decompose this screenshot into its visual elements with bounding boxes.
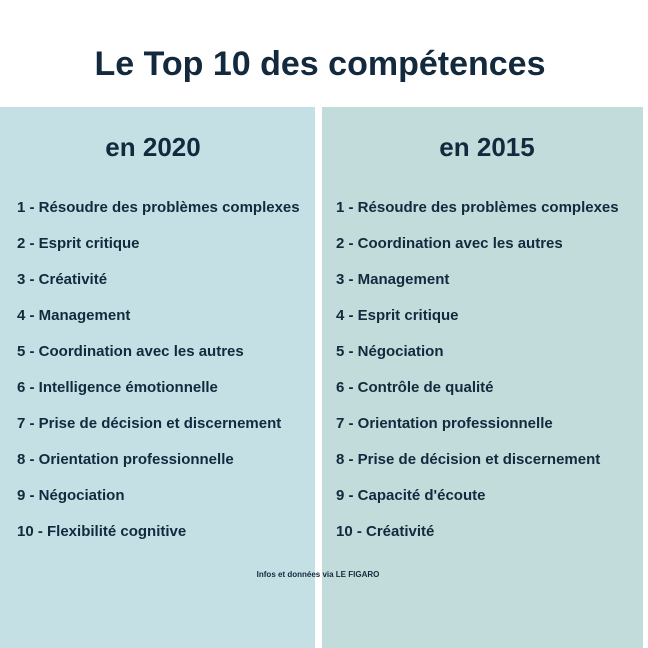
list-item: 5 - Coordination avec les autres: [17, 343, 244, 360]
list-item: 2 - Esprit critique: [17, 235, 140, 252]
column-2020-panel: en 2020 1 - Résoudre des problèmes compl…: [0, 107, 315, 648]
list-item: 1 - Résoudre des problèmes complexes: [17, 199, 300, 216]
column-2015-list: 1 - Résoudre des problèmes complexes 2 -…: [336, 196, 619, 556]
list-item: 10 - Flexibilité cognitive: [17, 523, 187, 540]
list-item: 2 - Coordination avec les autres: [336, 235, 563, 252]
list-item: 9 - Négociation: [17, 487, 125, 504]
column-2020-heading: en 2020: [105, 132, 201, 162]
column-2020-list: 1 - Résoudre des problèmes complexes 2 -…: [17, 196, 300, 556]
list-item: 5 - Négociation: [336, 343, 444, 360]
list-item: 8 - Orientation professionnelle: [17, 451, 234, 468]
list-item: 6 - Intelligence émotionnelle: [17, 379, 218, 396]
list-item: 3 - Management: [336, 271, 450, 288]
list-item: 10 - Créativité: [336, 523, 435, 540]
source-credit: Infos et données via LE FIGARO: [256, 570, 380, 579]
list-item: 4 - Management: [17, 307, 131, 324]
column-2015-heading: en 2015: [439, 132, 535, 162]
list-item: 4 - Esprit critique: [336, 307, 459, 324]
page-title: Le Top 10 des compétences: [94, 45, 546, 83]
list-item: 6 - Contrôle de qualité: [336, 379, 494, 396]
list-item: 8 - Prise de décision et discernement: [336, 451, 601, 468]
list-item: 7 - Prise de décision et discernement: [17, 415, 282, 432]
list-item: 9 - Capacité d'écoute: [336, 487, 486, 504]
column-2015-panel: en 2015 1 - Résoudre des problèmes compl…: [322, 107, 643, 648]
list-item: 3 - Créativité: [17, 271, 108, 288]
list-item: 7 - Orientation professionnelle: [336, 415, 553, 432]
list-item: 1 - Résoudre des problèmes complexes: [336, 199, 619, 216]
